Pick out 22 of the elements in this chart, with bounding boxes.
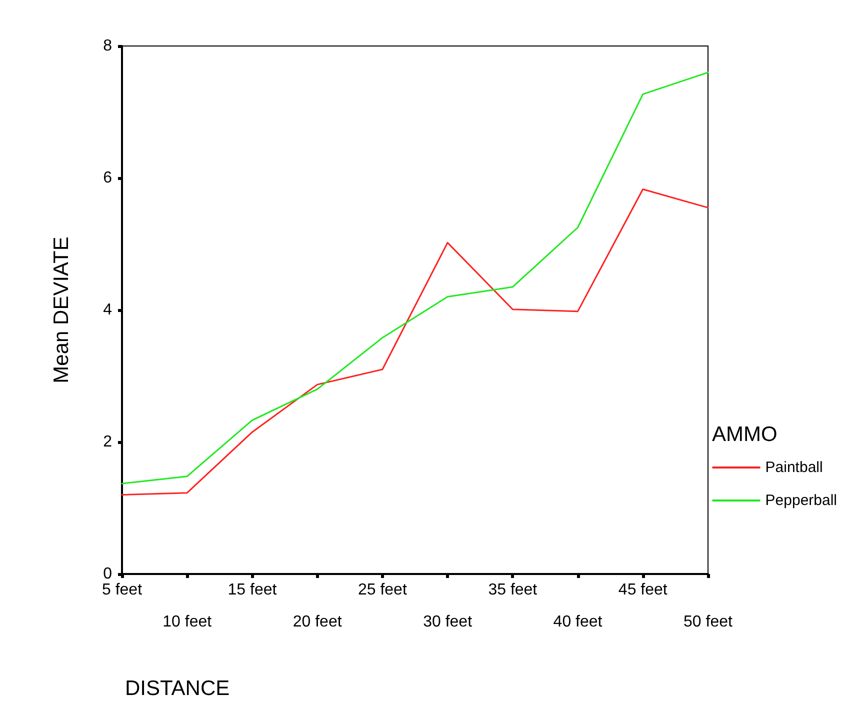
x-tick-label: 25 feet xyxy=(358,582,408,598)
legend-label: Pepperball xyxy=(765,492,837,509)
y-tick-label: 6 xyxy=(103,170,112,186)
x-axis-title: DISTANCE xyxy=(125,677,230,700)
legend-title: AMMO xyxy=(712,423,778,446)
x-tick-label: 30 feet xyxy=(423,614,473,630)
x-tick-label: 45 feet xyxy=(618,582,668,598)
x-tick-label: 10 feet xyxy=(162,614,212,630)
x-tick-label: 20 feet xyxy=(292,614,342,630)
x-tick-label: 15 feet xyxy=(228,582,278,598)
y-tick-label: 0 xyxy=(103,566,112,582)
line-series xyxy=(121,188,709,496)
x-tick-label: 35 feet xyxy=(488,582,538,598)
y-tick-label: 4 xyxy=(103,302,112,318)
x-tick-label: 5 feet xyxy=(102,582,143,598)
x-tick-label: 40 feet xyxy=(553,614,603,630)
y-tick-label: 2 xyxy=(103,434,112,450)
legend-label: Paintball xyxy=(765,459,823,476)
x-tick-label: 50 feet xyxy=(684,614,734,630)
y-axis-title: Mean DEVIATE xyxy=(50,236,73,384)
y-tick-label: 8 xyxy=(103,38,112,54)
line-series xyxy=(121,72,709,484)
